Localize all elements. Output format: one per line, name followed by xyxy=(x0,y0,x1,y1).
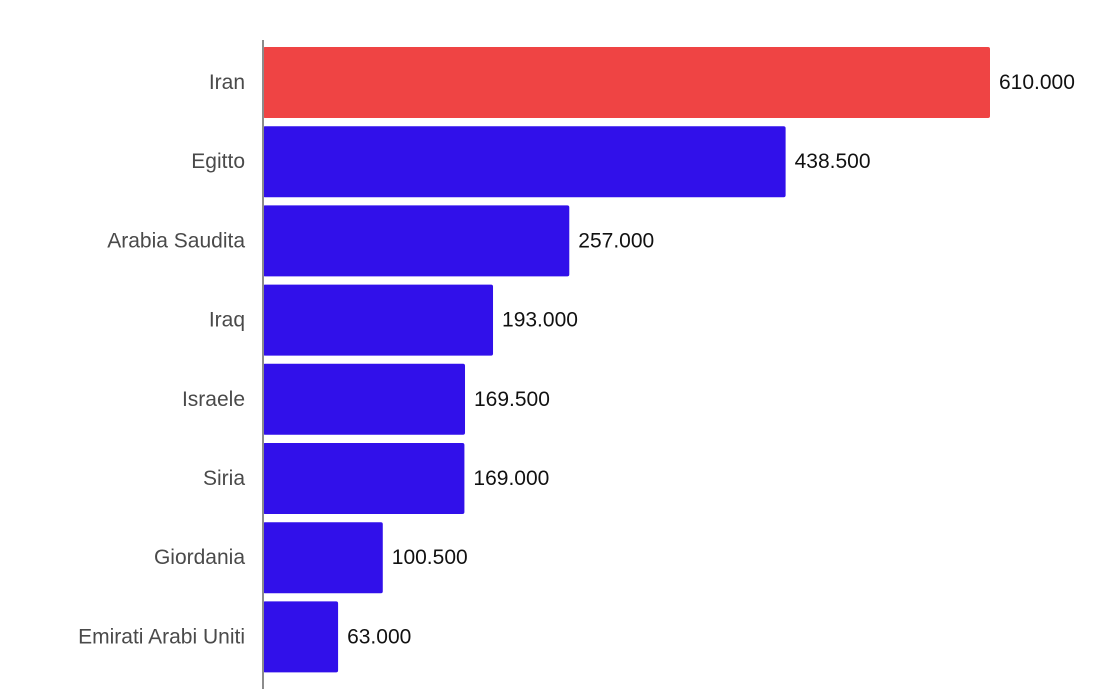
value-label-giordania: 100.500 xyxy=(392,546,468,569)
value-label-emirati-arabi-uniti: 63.000 xyxy=(347,625,411,648)
bar-israele xyxy=(263,363,466,435)
bar-arabia-saudita xyxy=(263,205,570,277)
value-label-siria: 169.000 xyxy=(473,467,549,490)
category-label-iraq: Iraq xyxy=(209,309,245,332)
bar-iran xyxy=(263,47,990,118)
category-label-israele: Israele xyxy=(182,388,245,411)
value-label-iraq: 193.000 xyxy=(502,309,578,332)
category-label-giordania: Giordania xyxy=(154,546,245,569)
value-label-israele: 169.500 xyxy=(474,388,550,411)
category-label-siria: Siria xyxy=(203,467,245,490)
bar-giordania xyxy=(263,522,383,594)
category-label-egitto: Egitto xyxy=(191,150,245,173)
category-label-arabia-saudita: Arabia Saudita xyxy=(107,229,245,252)
bars-group xyxy=(263,47,990,673)
bar-emirati-arabi-uniti xyxy=(263,601,339,673)
value-label-iran: 610.000 xyxy=(999,71,1075,94)
value-label-egitto: 438.500 xyxy=(795,150,871,173)
category-label-emirati-arabi-uniti: Emirati Arabi Uniti xyxy=(78,625,245,648)
bar-siria xyxy=(263,443,465,514)
bar-egitto xyxy=(263,126,786,198)
value-label-arabia-saudita: 257.000 xyxy=(578,229,654,252)
value-labels-group: 610.000 438.500 257.000 193.000 169.500 169.0… xyxy=(347,71,1075,648)
bar-iraq xyxy=(263,284,494,356)
category-label-iran: Iran xyxy=(209,71,245,94)
category-labels-group: Iran Egitto Arabia Saudita Iraq Israele Siria… xyxy=(78,71,245,648)
